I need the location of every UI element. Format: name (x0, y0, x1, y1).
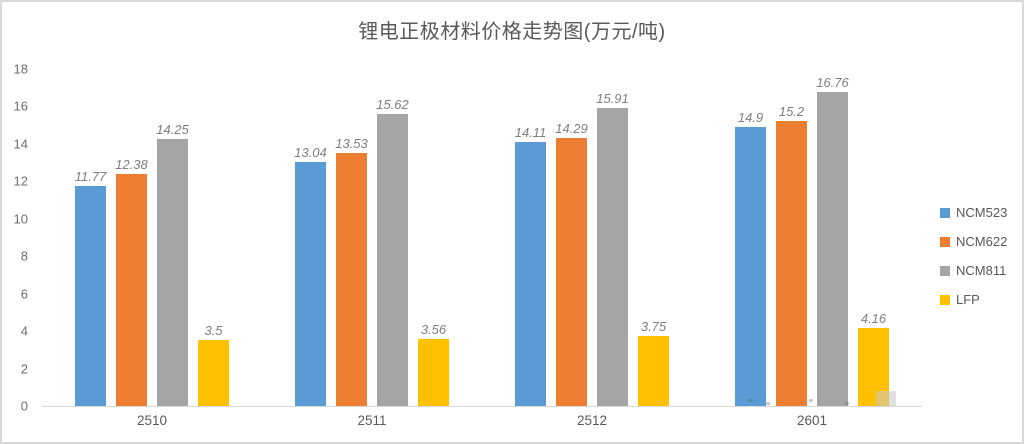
bar-lfp: 3.75 (638, 320, 669, 406)
y-tick-label: 8 (20, 248, 28, 264)
bar-value-label: 13.53 (335, 135, 368, 151)
y-tick-label: 16 (13, 98, 28, 114)
watermark-artifact (766, 402, 770, 405)
legend-item-lfp: LFP (940, 285, 1007, 314)
legend-marker-icon (940, 236, 950, 247)
watermark-artifact (845, 402, 849, 405)
bar-ncm622: 15.2 (776, 105, 807, 406)
y-tick-label: 2 (20, 361, 28, 377)
bar-ncm811: 15.91 (596, 92, 629, 406)
y-tick-label: 12 (13, 173, 28, 189)
bar-lfp: 3.5 (198, 324, 229, 406)
bar-group: 14.11 14.29 15.91 3.75 (482, 69, 702, 406)
bar-value-label: 3.75 (640, 318, 667, 334)
bar-ncm523: 14.9 (735, 111, 766, 406)
bar-value-label: 12.38 (115, 157, 148, 173)
bar-group: 14.9 15.2 16.76 4.16 (702, 69, 922, 406)
x-category-label: 2601 (796, 413, 828, 428)
y-tick-label: 10 (13, 211, 28, 227)
bar-ncm811: 16.76 (816, 76, 849, 406)
bar-ncm622: 13.53 (335, 137, 368, 406)
bar-value-label: 15.2 (778, 104, 805, 120)
legend-marker-icon (940, 265, 950, 276)
legend-marker-icon (940, 207, 950, 218)
bar-value-label: 16.76 (816, 75, 849, 91)
bar-ncm523: 11.77 (75, 170, 106, 406)
bar-ncm811: 15.62 (376, 98, 409, 406)
bar-lfp: 4.16 (858, 312, 889, 406)
watermark-artifact (809, 399, 813, 402)
x-category-label: 2512 (576, 413, 608, 428)
bar-value-label: 14.9 (737, 110, 764, 126)
y-tick-label: 18 (13, 61, 28, 77)
x-category-label: 2510 (136, 413, 168, 428)
watermark-artifact (749, 399, 753, 402)
bar-value-label: 13.04 (294, 144, 327, 160)
bar-value-label: 15.62 (376, 96, 409, 112)
bar-ncm622: 12.38 (115, 158, 148, 406)
y-tick-label: 14 (13, 136, 28, 152)
bar-value-label: 3.5 (204, 323, 223, 339)
bar-lfp: 3.56 (418, 323, 449, 406)
legend-label: LFP (956, 292, 980, 307)
legend-label: NCM523 (956, 205, 1008, 220)
legend-marker-icon (940, 294, 950, 305)
bar-ncm622: 14.29 (555, 122, 588, 406)
chart-title: 锂电正极材料价格走势图(万元/吨) (358, 21, 666, 43)
y-tick-label: 4 (20, 323, 28, 339)
watermark-artifact (876, 391, 896, 406)
bar-group: 13.04 13.53 15.62 3.56 (262, 69, 482, 406)
x-category-label: 2511 (357, 413, 387, 428)
y-axis: 0 2 4 6 8 10 12 14 16 18 (2, 63, 34, 413)
legend-label: NCM811 (956, 263, 1007, 278)
bar-ncm523: 14.11 (515, 126, 546, 406)
y-tick-label: 0 (20, 398, 28, 414)
bar-group: 11.77 12.38 14.25 3.5 (42, 69, 262, 406)
bar-value-label: 14.11 (514, 124, 547, 140)
legend: NCM523 NCM622 NCM811 LFP (940, 198, 1007, 314)
bar-groups: 11.77 12.38 14.25 3.5 13.04 13.53 15.62 3.56 14.… (42, 69, 922, 406)
legend-item-ncm622: NCM622 (940, 227, 1007, 256)
bar-value-label: 11.77 (74, 168, 107, 184)
bar-value-label: 4.16 (860, 311, 887, 327)
x-axis: 2510 2511 2512 2601 (42, 413, 922, 428)
legend-label: NCM622 (956, 234, 1008, 249)
bar-value-label: 14.25 (156, 122, 189, 138)
y-tick-label: 6 (20, 286, 28, 302)
bar-value-label: 3.56 (420, 322, 447, 338)
legend-item-ncm523: NCM523 (940, 198, 1007, 227)
bar-value-label: 14.29 (555, 121, 588, 137)
legend-item-ncm811: NCM811 (940, 256, 1007, 285)
bar-ncm811: 14.25 (156, 123, 189, 406)
bar-value-label: 15.91 (596, 91, 629, 107)
plot-area: 11.77 12.38 14.25 3.5 13.04 13.53 15.62 3.56 14.… (42, 69, 922, 407)
bar-ncm523: 13.04 (294, 146, 327, 406)
